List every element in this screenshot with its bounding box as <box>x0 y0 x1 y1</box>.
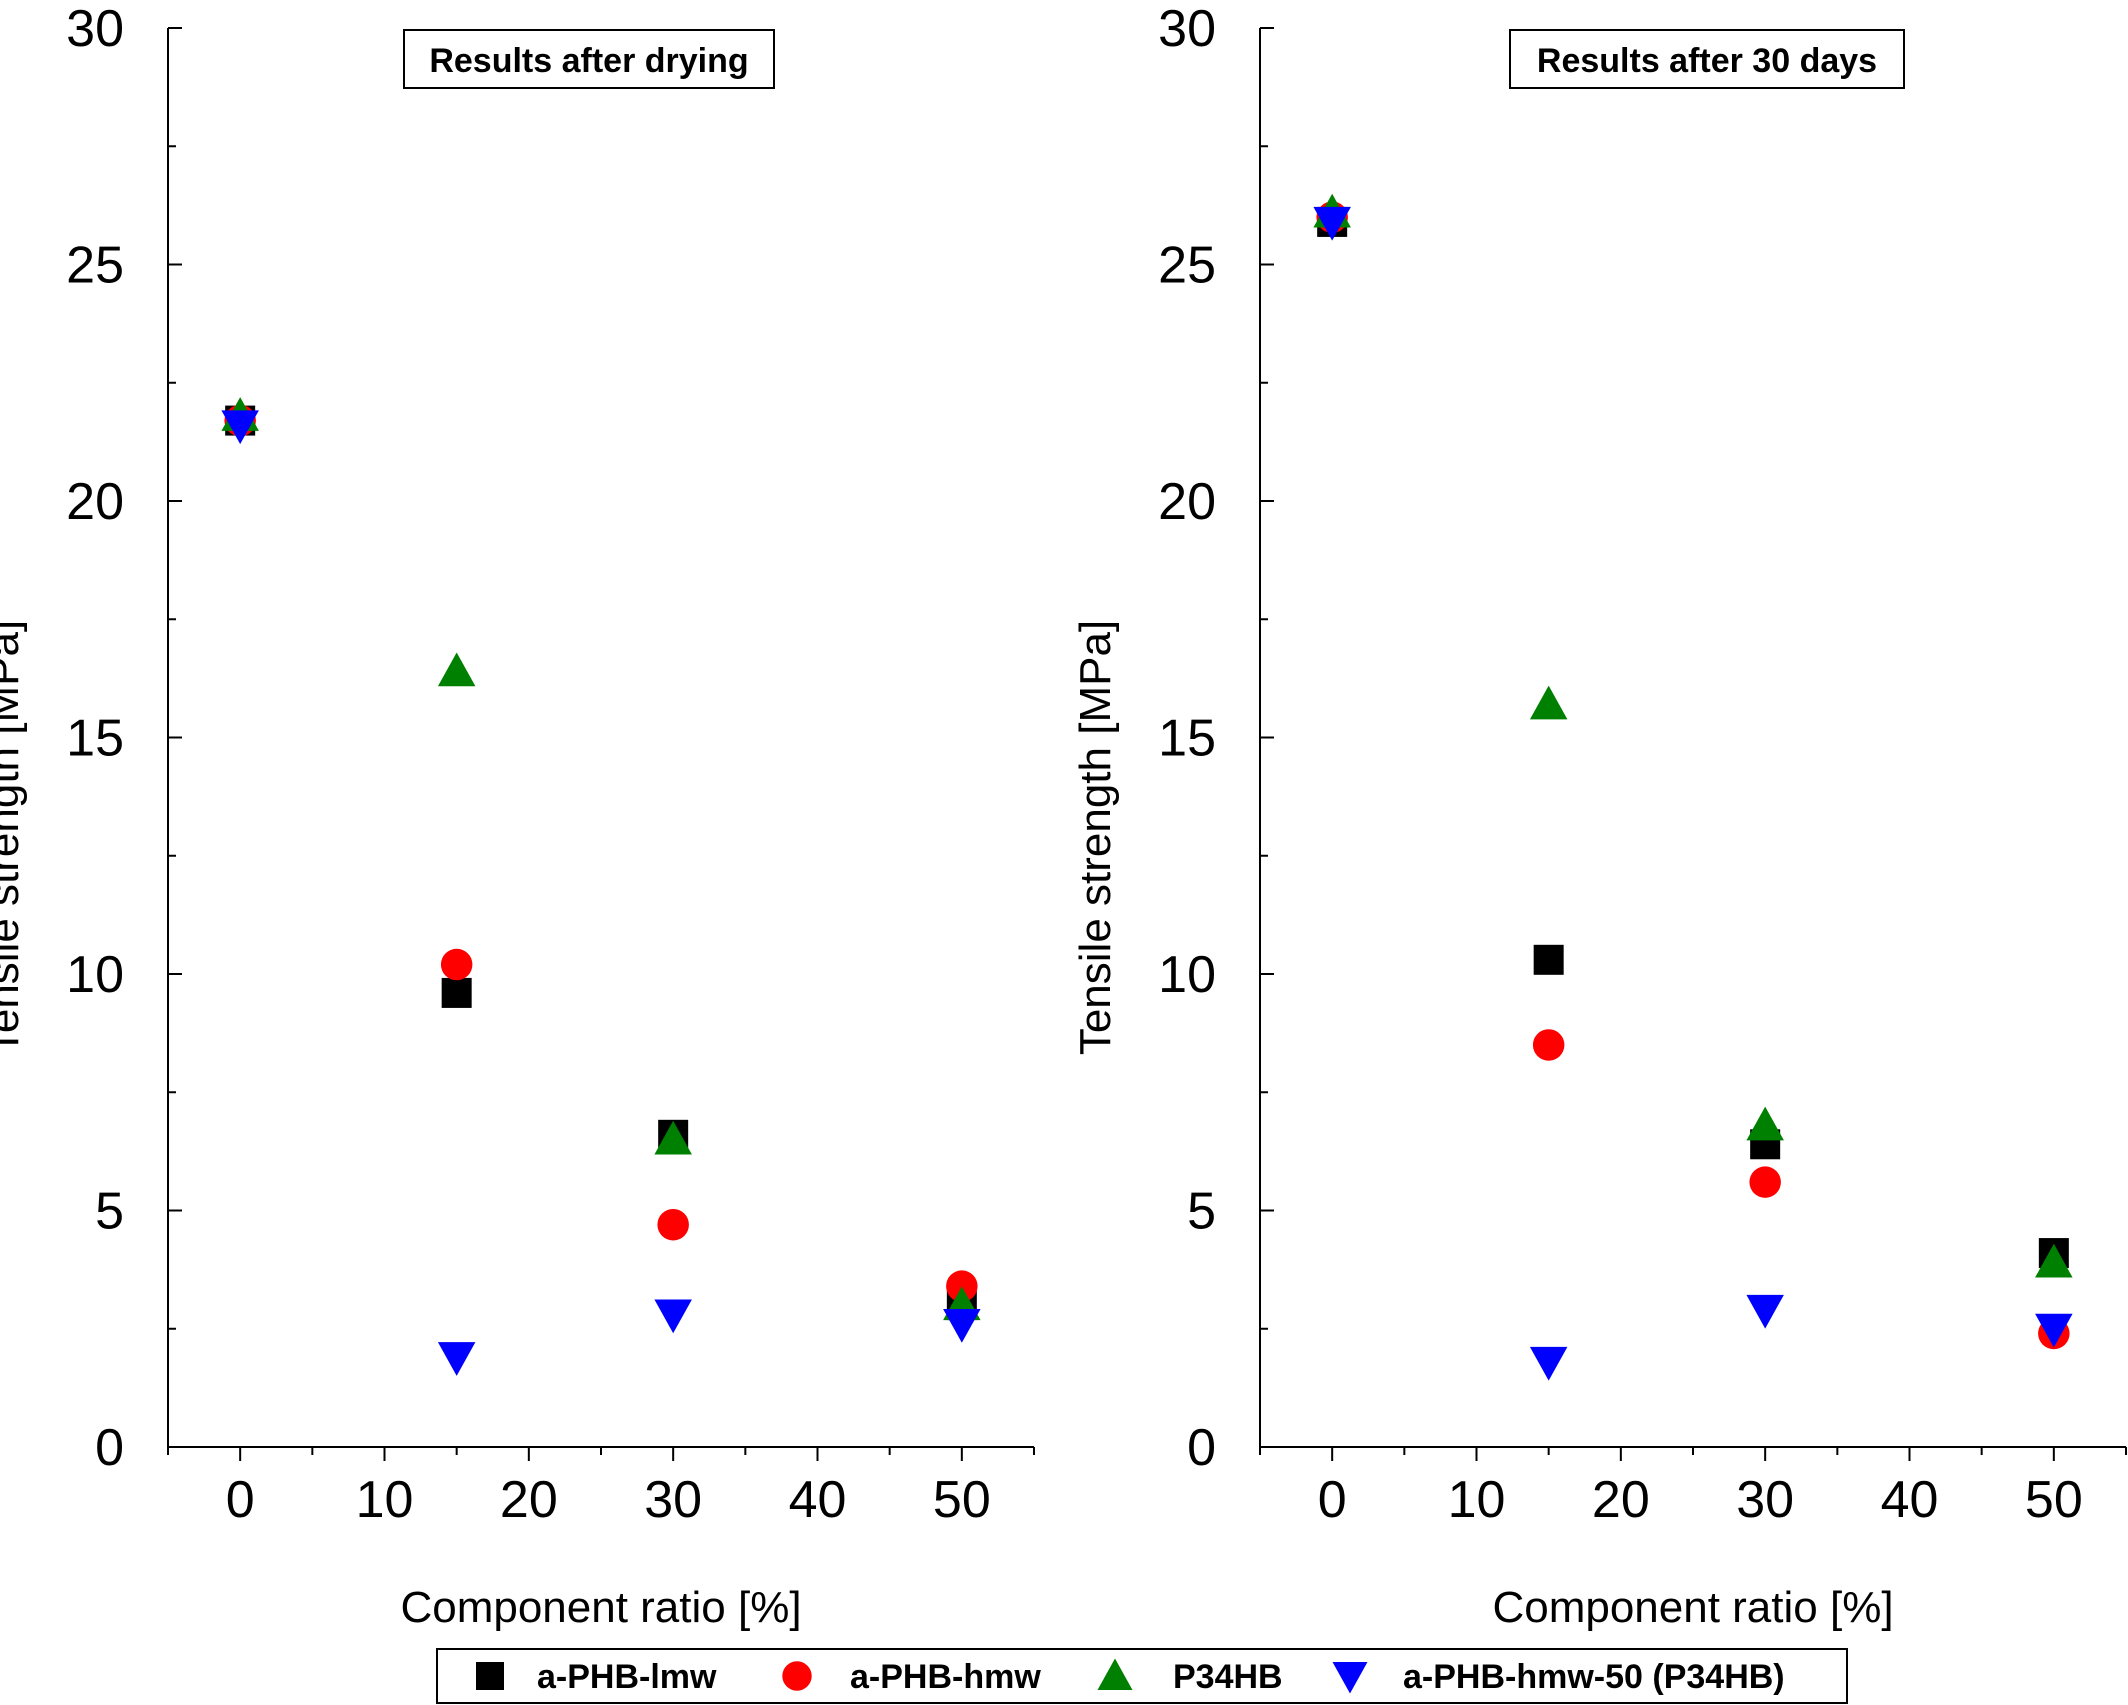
point-a-phb-hmw <box>1749 1166 1781 1198</box>
y-tick-label: 30 <box>1158 0 1216 58</box>
x-tick-label: 50 <box>2025 1471 2083 1529</box>
legend-marker-a-phb-hmw <box>782 1661 812 1691</box>
legend-marker-a-phb-hmw-50-p34hb <box>1332 1662 1368 1694</box>
point-a-phb-hmw-50-p34hb <box>437 1342 476 1376</box>
y-tick-label: 15 <box>1158 710 1216 768</box>
legend-box <box>436 1648 1848 1704</box>
panel-results-after-drying: 0 5 10 15 20 25 30 0 10 20 30 40 50 Tensile strengt… <box>0 0 1035 1632</box>
x-axis-title: Component ratio [%] <box>1492 1583 1893 1632</box>
point-p34hb <box>2035 1243 2073 1278</box>
legend-label-a-phb-lmw: a-PHB-lmw <box>537 1658 717 1696</box>
panel-title: Results after drying <box>429 42 748 80</box>
x-tick-label: 50 <box>933 1471 991 1529</box>
y-axis-ticks: 0 5 10 15 20 25 30 <box>66 0 182 1477</box>
point-a-phb-hmw <box>1532 1029 1565 1061</box>
legend-label-p34hb: P34HB <box>1173 1658 1283 1696</box>
x-tick-label: 40 <box>1881 1471 1939 1529</box>
y-tick-label: 10 <box>1158 946 1216 1004</box>
point-a-phb-hmw-50-p34hb <box>654 1299 692 1334</box>
legend-entries: a-PHB-lmw a-PHB-hmw P34HB a-PHB-hmw-50 (P34… <box>476 1658 1785 1696</box>
y-tick-label: 0 <box>95 1419 124 1477</box>
point-p34hb <box>437 652 476 687</box>
data-points <box>1313 193 2073 1381</box>
y-tick-label: 30 <box>66 0 124 58</box>
x-tick-label: 0 <box>226 1471 255 1529</box>
y-tick-label: 10 <box>66 946 124 1004</box>
point-p34hb <box>1529 685 1568 720</box>
y-tick-label: 0 <box>1187 1419 1216 1477</box>
point-a-phb-hmw <box>657 1208 689 1241</box>
y-tick-label: 5 <box>1187 1183 1216 1241</box>
y-tick-label: 15 <box>66 710 124 768</box>
x-axis-ticks: 0 10 20 30 40 50 <box>1259 1447 2127 1529</box>
y-tick-label: 25 <box>1158 237 1216 295</box>
y-tick-label: 20 <box>66 473 124 531</box>
point-p34hb <box>654 1120 692 1155</box>
point-a-phb-lmw <box>441 977 472 1008</box>
x-tick-label: 0 <box>1318 1471 1347 1529</box>
y-axis-ticks: 0 5 10 15 20 25 30 <box>1158 0 1274 1477</box>
x-tick-label: 40 <box>789 1471 847 1529</box>
legend-marker-a-phb-lmw <box>476 1662 504 1690</box>
point-a-phb-hmw-50-p34hb <box>1529 1346 1568 1381</box>
x-tick-label: 10 <box>1448 1471 1506 1529</box>
y-tick-label: 25 <box>66 237 124 295</box>
point-a-phb-hmw-50-p34hb <box>221 410 259 445</box>
panel-title-box <box>1509 29 1905 89</box>
x-axis-ticks: 0 10 20 30 40 50 <box>167 1447 1035 1529</box>
y-axis-title: Tensile strength [MPa] <box>0 620 28 1055</box>
y-tick-label: 20 <box>1158 473 1216 531</box>
legend: a-PHB-lmw a-PHB-hmw P34HB a-PHB-hmw-50 (P34… <box>436 1648 1848 1704</box>
x-tick-label: 30 <box>644 1471 702 1529</box>
legend-label-a-phb-hmw: a-PHB-hmw <box>850 1658 1041 1696</box>
x-tick-label: 10 <box>356 1471 414 1529</box>
legend-label-a-phb-hmw-50-p34hb: a-PHB-hmw-50 (P34HB) <box>1403 1658 1785 1696</box>
panel-title: Results after 30 days <box>1537 42 1877 80</box>
panel-title-box <box>403 29 775 89</box>
point-a-phb-hmw-50-p34hb <box>2035 1313 2073 1348</box>
legend-marker-p34hb <box>1097 1658 1133 1690</box>
data-points <box>221 397 981 1376</box>
y-tick-label: 5 <box>95 1183 124 1241</box>
x-tick-label: 20 <box>1592 1471 1650 1529</box>
point-a-phb-lmw <box>1533 944 1564 975</box>
point-a-phb-hmw-50-p34hb <box>943 1309 981 1343</box>
x-tick-label: 30 <box>1736 1471 1794 1529</box>
point-a-phb-hmw-50-p34hb <box>1313 206 1351 241</box>
y-axis-title: Tensile strength [MPa] <box>1071 620 1120 1055</box>
point-a-phb-hmw <box>946 1270 978 1302</box>
x-tick-label: 20 <box>500 1471 558 1529</box>
x-axis-title: Component ratio [%] <box>400 1583 801 1632</box>
point-p34hb <box>1746 1106 1784 1141</box>
point-a-phb-hmw-50-p34hb <box>1746 1294 1784 1329</box>
panel-results-after-30-days: 0 5 10 15 20 25 30 0 10 20 30 40 50 Tensile strengt… <box>1071 0 2127 1632</box>
point-a-phb-hmw <box>440 948 473 981</box>
